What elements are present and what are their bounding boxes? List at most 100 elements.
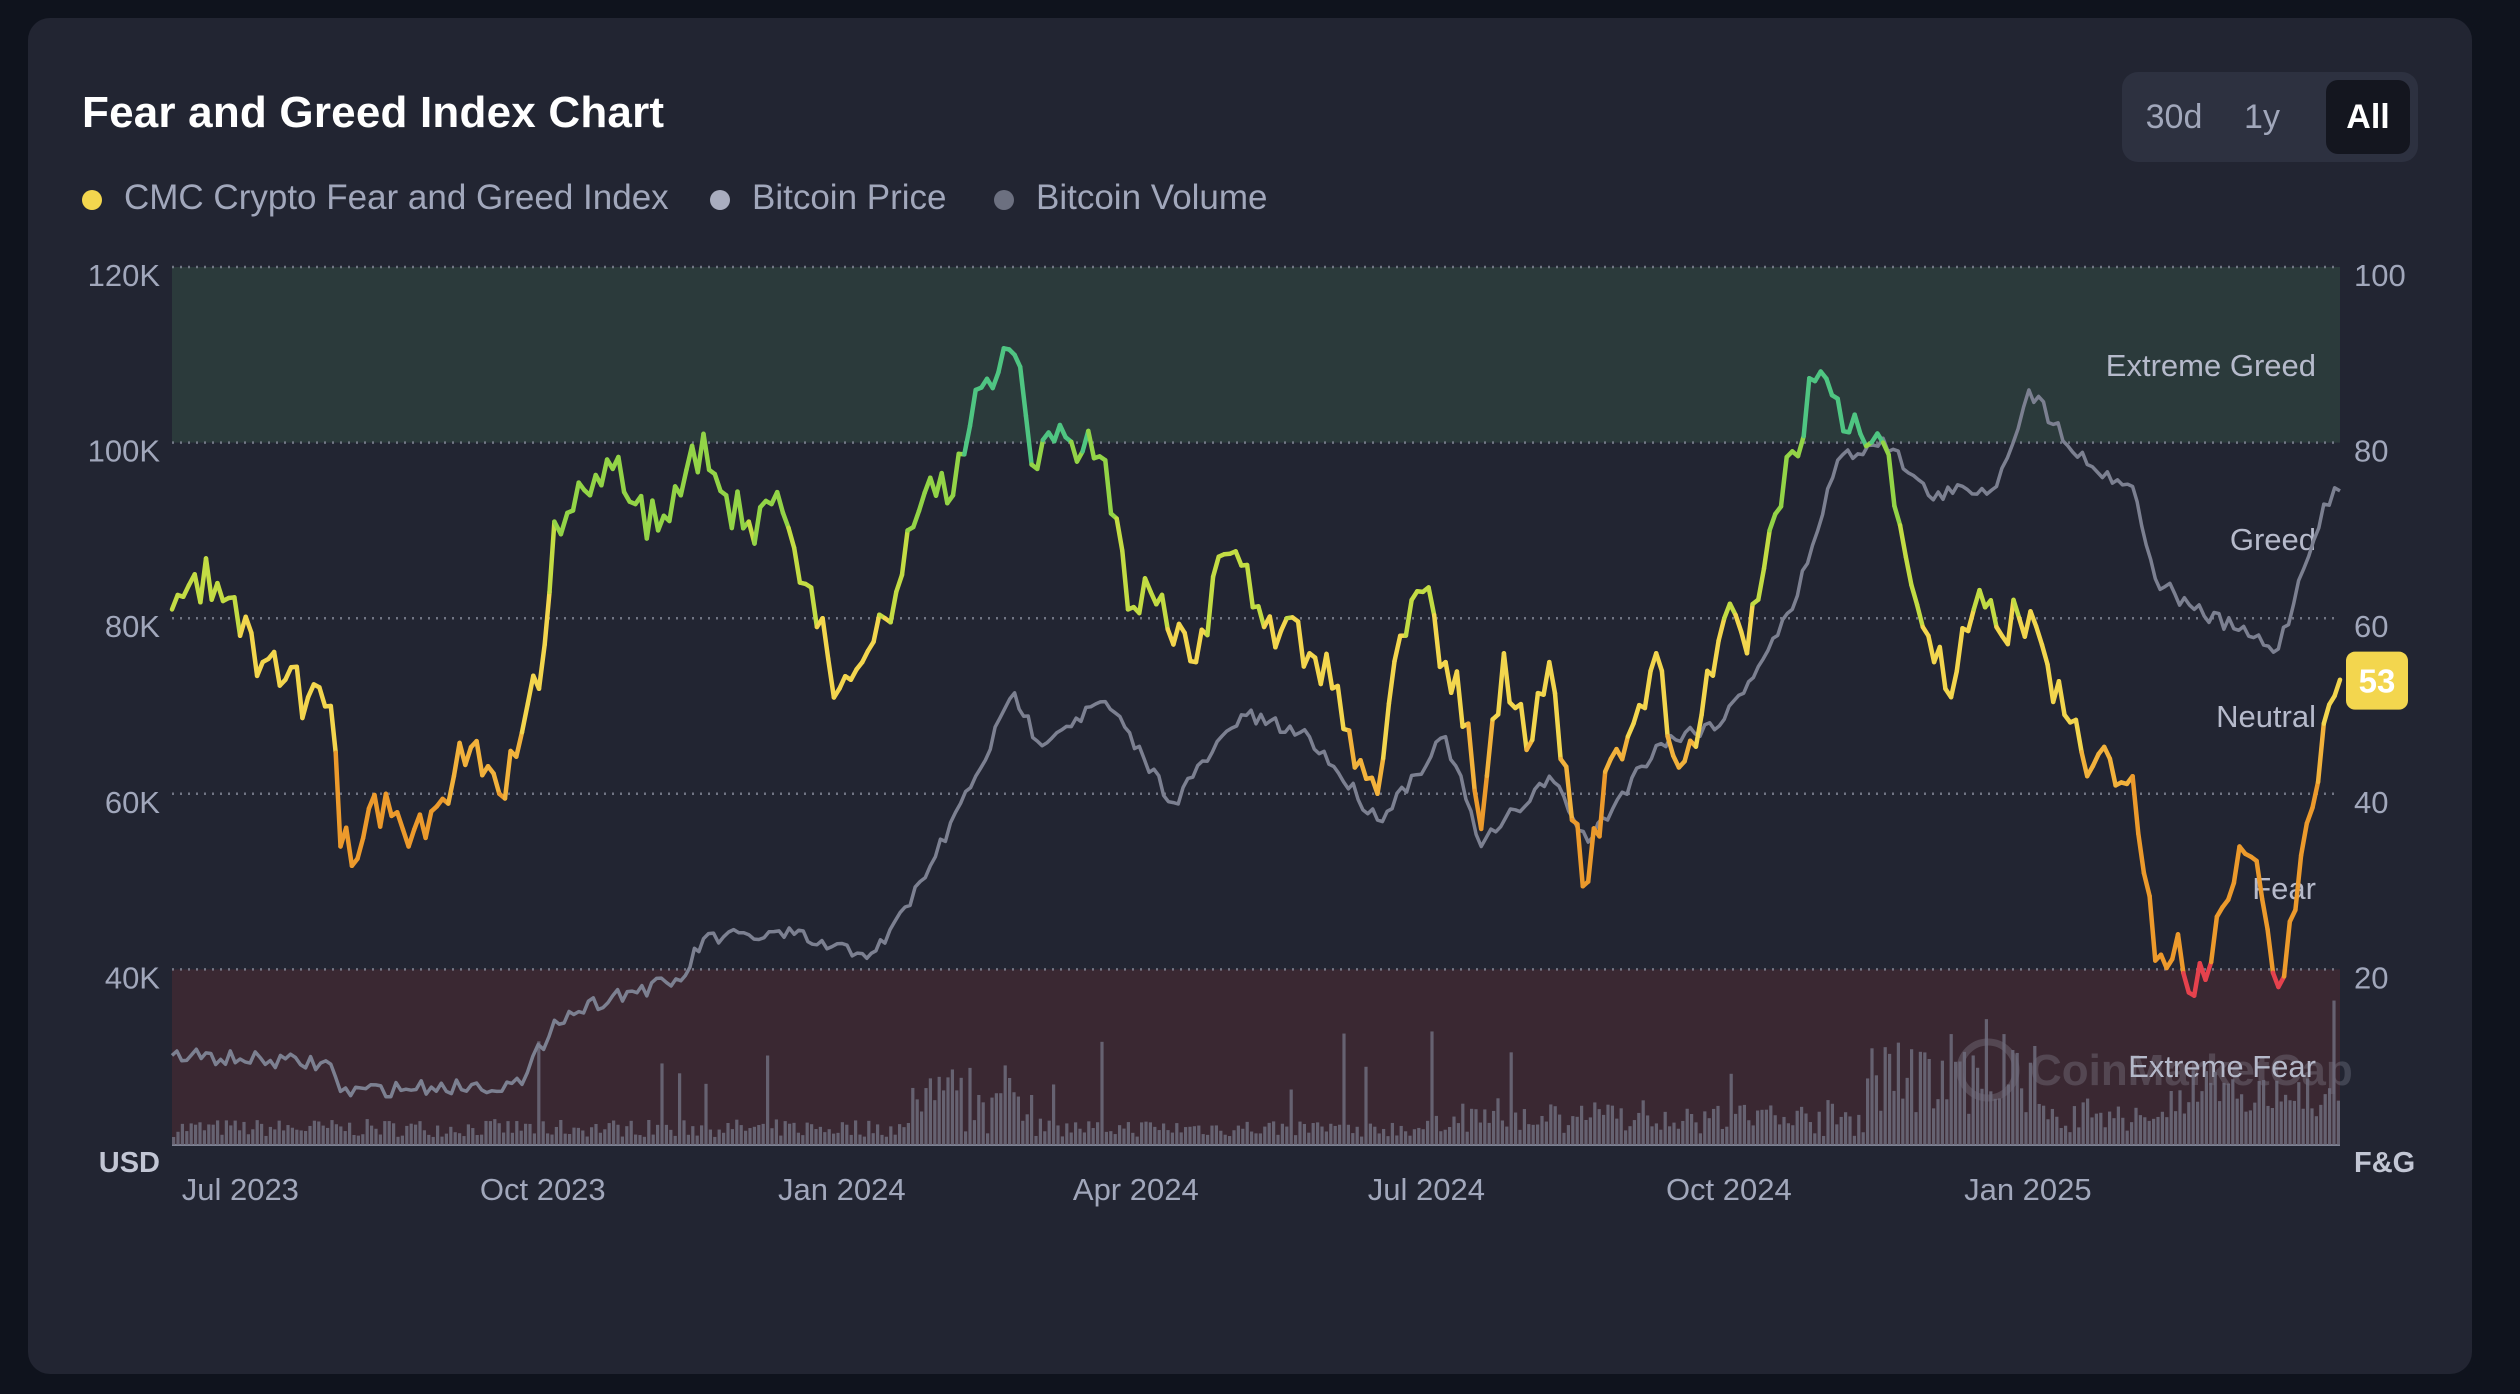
volume-bar (480, 1134, 484, 1145)
volume-bar (1522, 1109, 1526, 1145)
volume-bar (396, 1136, 400, 1145)
volume-bar (299, 1130, 303, 1145)
volume-bar (2147, 1120, 2151, 1145)
fear-greed-segment (1767, 511, 1778, 533)
volume-bar (1984, 1019, 1988, 1145)
volume-bar (2262, 1080, 2266, 1145)
volume-bar (1263, 1126, 1267, 1145)
volume-bar (590, 1127, 594, 1145)
legend-item-bitcoin-price[interactable]: Bitcoin Price (710, 176, 947, 220)
volume-bar (2006, 1084, 2010, 1145)
fear-greed-segment (2141, 870, 2152, 899)
volume-bar (708, 1129, 712, 1145)
volume-bar (1417, 1127, 1421, 1145)
volume-bar (1760, 1109, 1764, 1145)
volume-bar (1698, 1133, 1702, 1145)
fear-greed-segment (1233, 549, 1244, 568)
zone-label-neutral: Neutral (2216, 699, 2316, 734)
range-1y-button[interactable]: 1y (2244, 98, 2280, 136)
volume-bar (1839, 1116, 1843, 1145)
legend-item-bitcoin-volume[interactable]: Bitcoin Volume (994, 176, 1268, 220)
fear-greed-segment (1182, 630, 1193, 664)
volume-bar (1901, 1098, 1905, 1145)
current-value-badge (2346, 651, 2408, 710)
left-axis-tick-100k: 100K (88, 434, 161, 469)
volume-bar (1791, 1125, 1795, 1145)
volume-bar (1580, 1105, 1584, 1145)
volume-bar (1822, 1135, 1826, 1145)
fear-greed-segment (962, 423, 973, 457)
volume-bar (229, 1125, 233, 1145)
fear-greed-segment (519, 701, 530, 735)
fear-greed-segment (1988, 598, 1999, 630)
volume-bar (400, 1135, 404, 1145)
volume-bar (1100, 1041, 1104, 1145)
fear-greed-segment (1346, 728, 1358, 770)
zone-label-extreme-fear: Extreme Fear (2128, 1049, 2316, 1084)
range-30d-button[interactable]: 30d (2145, 98, 2203, 136)
fear-greed-segment (491, 771, 502, 797)
legend-dot-fear-greed (82, 190, 102, 210)
fear-greed-segment (2028, 609, 2039, 629)
fear-greed-segment (650, 498, 661, 533)
fear-greed-segment (712, 471, 723, 494)
volume-bar (2077, 1127, 2081, 1145)
volume-bar (691, 1126, 695, 1145)
volume-bar (889, 1126, 893, 1145)
range-all-button[interactable]: All (2326, 80, 2410, 154)
fear-greed-segment (1710, 638, 1721, 678)
volume-bar (845, 1124, 849, 1145)
volume-bar (1351, 1133, 1355, 1145)
volume-bar (1465, 1131, 1469, 1145)
volume-bar (1998, 1098, 2002, 1145)
volume-bar (603, 1129, 607, 1145)
volume-bar (726, 1123, 730, 1145)
volume-bar (942, 1090, 946, 1145)
fear-greed-segment (1642, 668, 1653, 711)
volume-bar (911, 1087, 915, 1145)
volume-bar (805, 1122, 809, 1145)
volume-bar (2191, 1070, 2195, 1145)
volume-bar (827, 1129, 831, 1145)
fear-greed-segment (558, 510, 570, 537)
volume-bar (664, 1124, 668, 1145)
fear-greed-segment (446, 773, 457, 806)
bitcoin-volume-bars (172, 1000, 2340, 1145)
volume-bar (1540, 1115, 1544, 1145)
volume-bar (1610, 1105, 1614, 1145)
left-axis-tick-120k: 120K (88, 258, 161, 293)
volume-bar (1795, 1110, 1799, 1145)
volume-bar (1641, 1100, 1645, 1145)
volume-bar (1206, 1134, 1210, 1145)
volume-bar (1492, 1110, 1496, 1145)
fear-greed-segment (394, 809, 406, 832)
volume-bar (1307, 1132, 1311, 1145)
fear-greed-segment (1518, 701, 1529, 753)
volume-bar (308, 1125, 312, 1145)
volume-bar (1562, 1132, 1566, 1145)
legend-item-fear-greed[interactable]: CMC Crypto Fear and Greed Index (82, 176, 669, 220)
volume-bar (260, 1123, 264, 1145)
volume-bar (730, 1129, 734, 1145)
volume-bar (1228, 1136, 1232, 1145)
volume-bar (1329, 1123, 1333, 1145)
volume-bar (1672, 1122, 1676, 1145)
volume-bar (528, 1123, 532, 1145)
volume-bar (2112, 1118, 2116, 1145)
volume-bar (2275, 1080, 2279, 1145)
volume-bar (576, 1127, 580, 1145)
volume-bar (1597, 1109, 1601, 1145)
volume-bar (409, 1123, 413, 1145)
volume-bar (986, 1133, 990, 1145)
fear-greed-segment (1665, 734, 1676, 758)
fear-greed-segment (1625, 721, 1636, 739)
fear-greed-segment (283, 665, 294, 682)
volume-bar (678, 1073, 682, 1145)
fear-greed-segment (1659, 668, 1670, 739)
fear-greed-segment (1386, 659, 1397, 706)
volume-bar (1505, 1126, 1509, 1145)
volume-bar (1034, 1135, 1038, 1145)
volume-bar (1870, 1048, 1874, 1145)
fear-greed-segment (1171, 621, 1182, 647)
volume-bar (1443, 1129, 1447, 1145)
